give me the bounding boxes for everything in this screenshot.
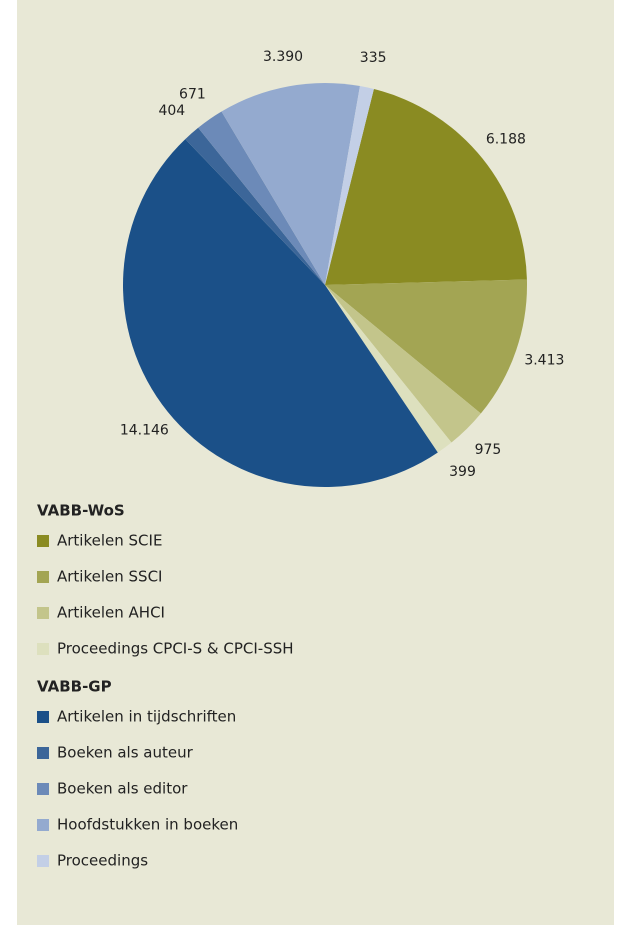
value-label: 335 — [360, 50, 387, 66]
legend-swatch — [37, 819, 49, 831]
legend-swatch — [37, 711, 49, 723]
legend-heading: VABB-GP — [37, 678, 112, 696]
value-label: 3.390 — [263, 49, 303, 65]
pie-slice — [325, 86, 374, 286]
pie-slice — [198, 111, 325, 285]
legend-label: Hoofdstukken in boeken — [57, 816, 238, 834]
legend-label: Artikelen SSCI — [57, 568, 162, 586]
value-label: 975 — [475, 442, 502, 458]
pie-slice — [325, 89, 527, 285]
legend-swatch — [37, 607, 49, 619]
value-label: 3.413 — [524, 352, 564, 368]
legend-label: Artikelen in tijdschriften — [57, 708, 236, 726]
legend-swatch — [37, 783, 49, 795]
legend-swatch — [37, 535, 49, 547]
value-label: 6.188 — [486, 132, 526, 148]
value-label: 404 — [158, 103, 185, 119]
legend-heading: VABB-WoS — [37, 502, 125, 520]
value-label: 14.146 — [120, 423, 169, 439]
pie-slice — [123, 139, 438, 487]
pie-slice — [221, 83, 360, 285]
value-label: 671 — [179, 87, 206, 103]
pie-slice — [325, 279, 527, 414]
legend-swatch — [37, 571, 49, 583]
legend-swatch — [37, 747, 49, 759]
pie-slice — [325, 285, 481, 443]
pie-slice — [185, 127, 325, 286]
value-label: 399 — [449, 464, 476, 480]
legend-label: Artikelen SCIE — [57, 532, 162, 550]
legend-label: Boeken als auteur — [57, 744, 194, 762]
legend-label: Boeken als editor — [57, 780, 188, 798]
legend-label: Proceedings — [57, 852, 148, 870]
legend-label: Artikelen AHCI — [57, 604, 165, 622]
legend-swatch — [37, 643, 49, 655]
legend-swatch — [37, 855, 49, 867]
legend-label: Proceedings CPCI-S & CPCI-SSH — [57, 640, 294, 658]
pie-slice — [325, 285, 452, 453]
